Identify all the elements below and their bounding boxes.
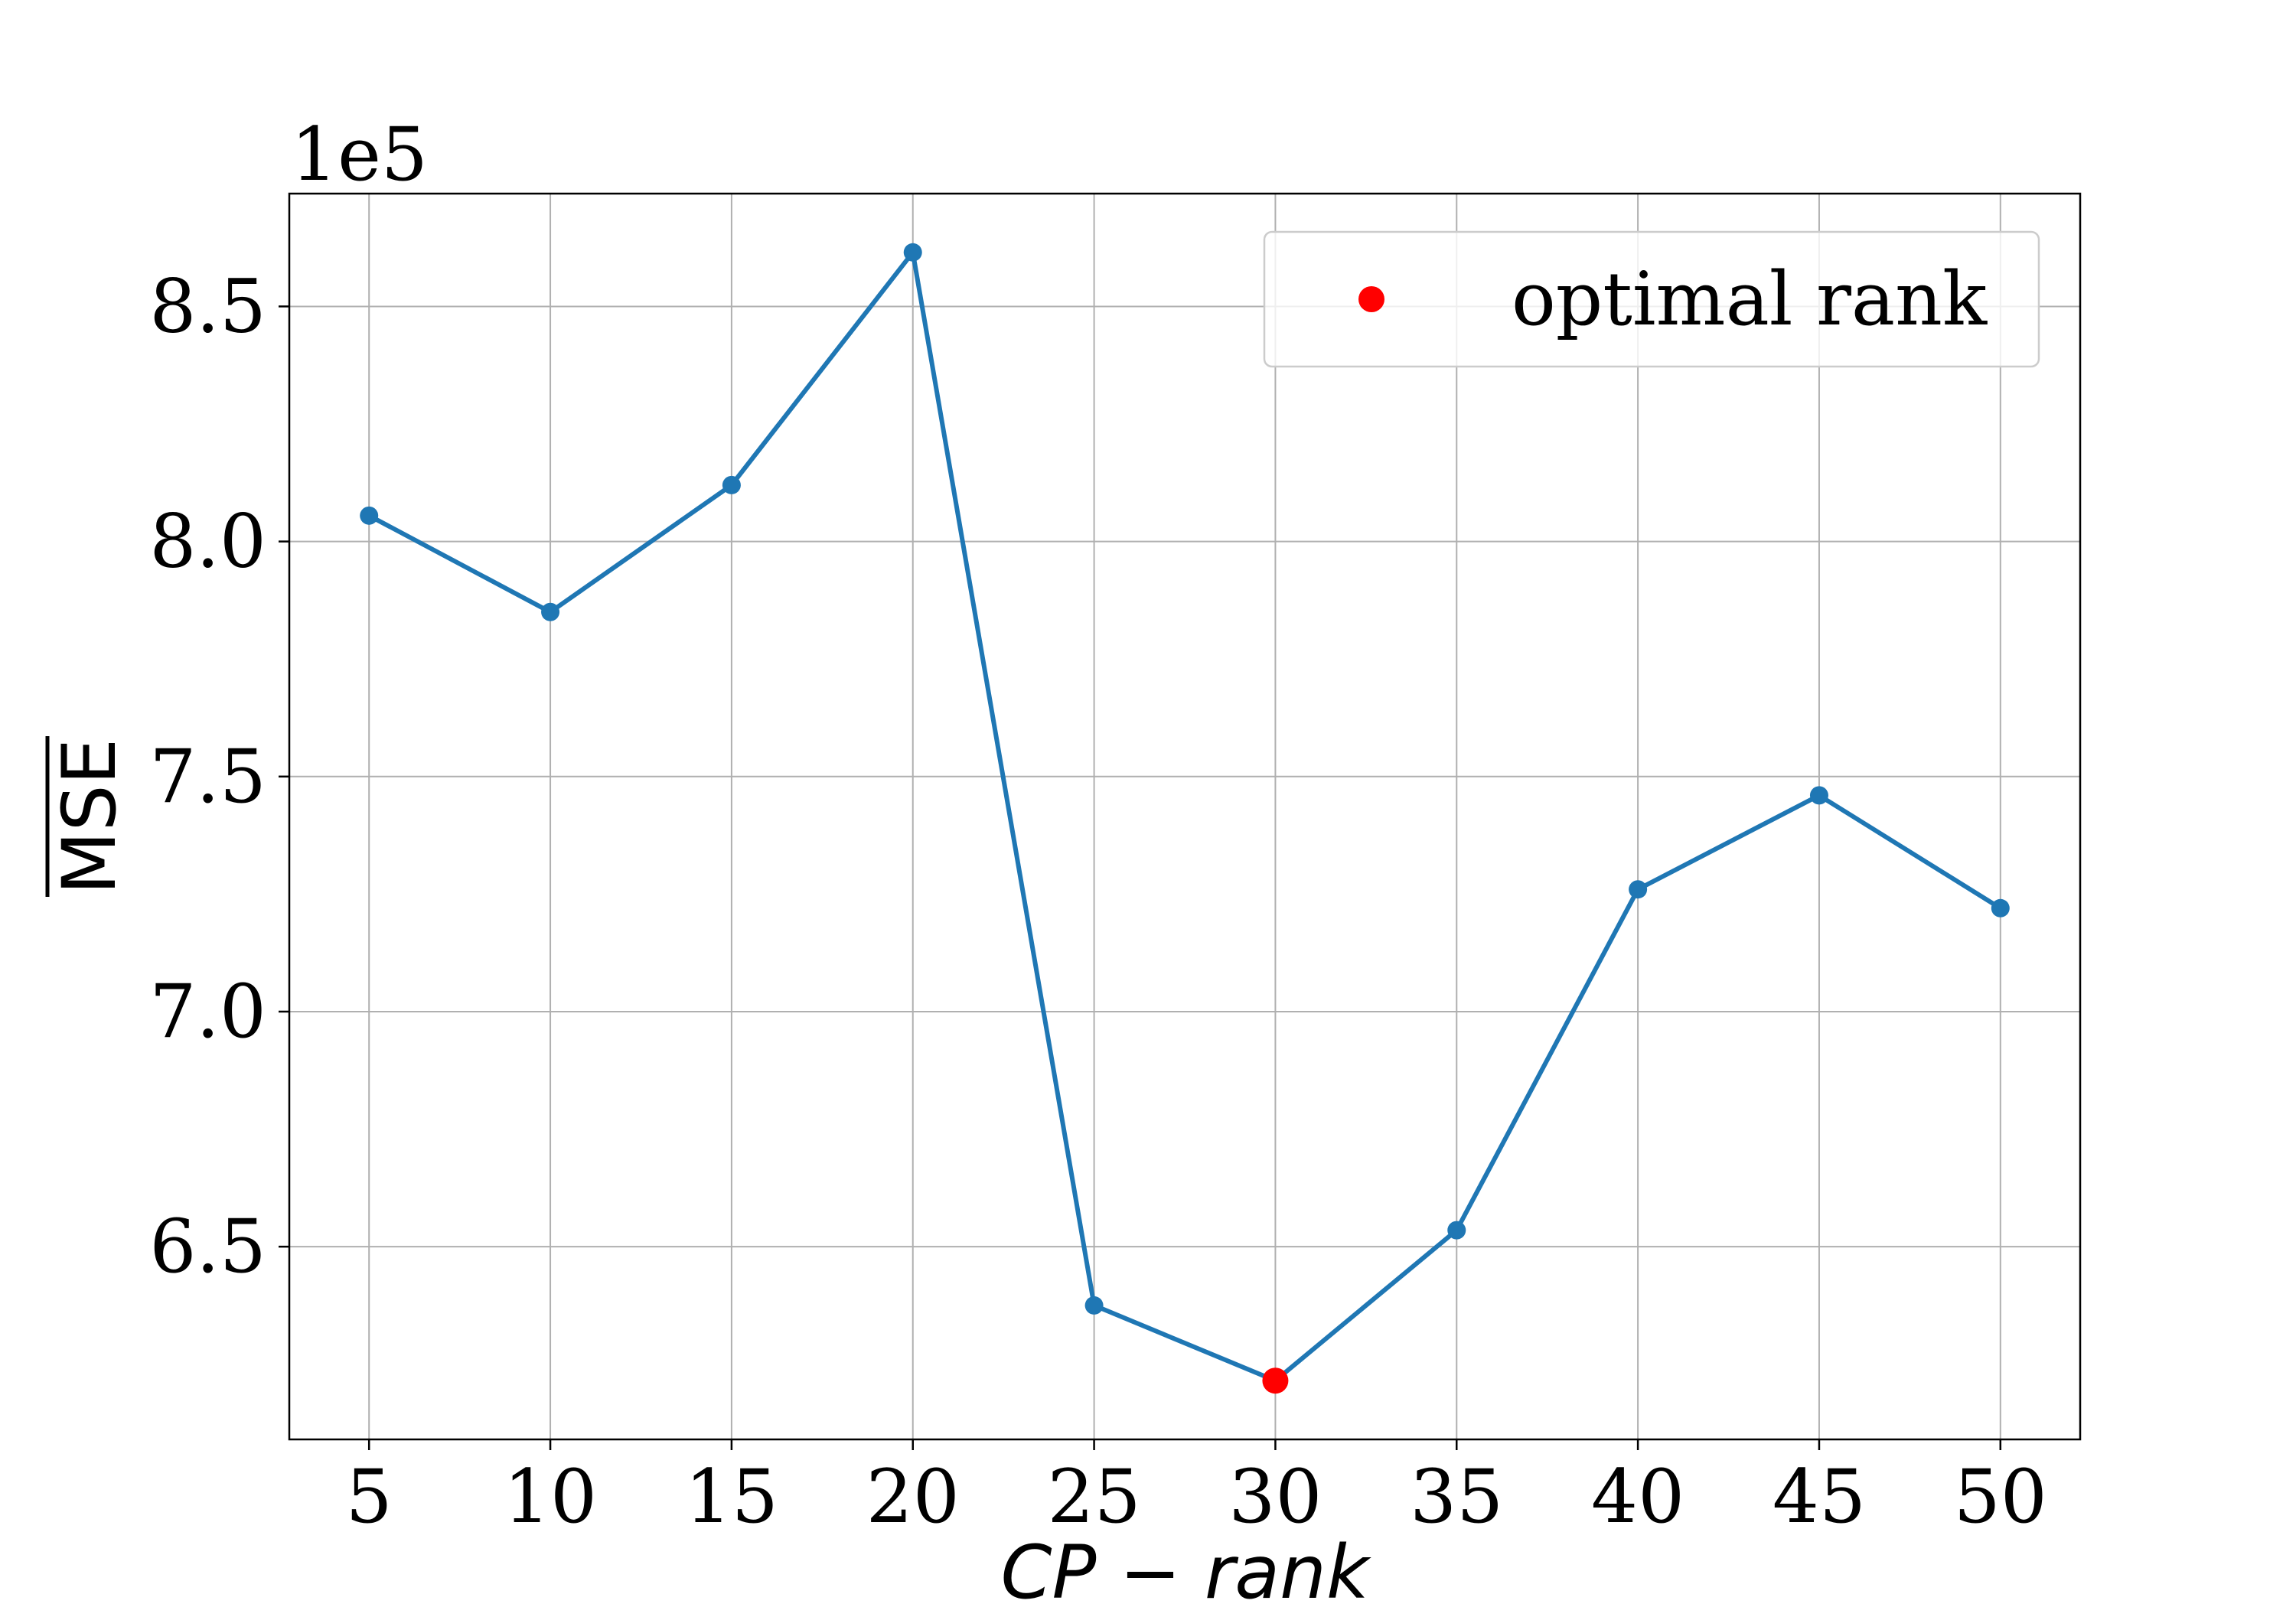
x-axis-label-operator: − bbox=[1096, 1530, 1204, 1607]
x-tick-label-10: 10 bbox=[504, 1454, 597, 1540]
series-layer bbox=[360, 243, 2010, 1390]
y-tick-label-8.0: 8.0 bbox=[149, 499, 266, 585]
legend: optimal rank bbox=[1263, 230, 2040, 368]
y-tick-label-7.0: 7.0 bbox=[149, 969, 266, 1054]
x-tick-label-20: 20 bbox=[866, 1454, 960, 1540]
x-tick-label-40: 40 bbox=[1591, 1454, 1684, 1540]
legend-marker-optimal-rank bbox=[1358, 286, 1384, 312]
legend-box bbox=[1263, 230, 2040, 368]
data-point-x5 bbox=[360, 506, 379, 525]
x-axis-label: CP − rank bbox=[1000, 1530, 1371, 1607]
y-tick-label-6.5: 6.5 bbox=[149, 1204, 266, 1289]
series-0-line bbox=[367, 249, 2003, 1384]
data-point-x45 bbox=[1809, 786, 1828, 805]
y-axis-label: MSE bbox=[45, 736, 132, 897]
x-tick-label-5: 5 bbox=[346, 1454, 393, 1540]
grid bbox=[289, 194, 2080, 1439]
data-point-x35 bbox=[1447, 1221, 1466, 1240]
data-point-x25 bbox=[1084, 1296, 1104, 1315]
data-point-x20 bbox=[903, 243, 922, 262]
x-tick-label-25: 25 bbox=[1048, 1454, 1141, 1540]
data-point-x10 bbox=[541, 602, 560, 621]
optimal-rank-marker bbox=[1262, 1367, 1289, 1394]
y-tick-label-8.5: 8.5 bbox=[149, 263, 266, 349]
data-point-x15 bbox=[722, 475, 741, 494]
plot-frame bbox=[288, 192, 2082, 1441]
legend-label-optimal-rank: optimal rank bbox=[1512, 256, 1988, 342]
data-point-x40 bbox=[1629, 880, 1648, 899]
y-offset-text: 1e5 bbox=[291, 112, 428, 197]
x-tick-label-45: 45 bbox=[1773, 1454, 1866, 1540]
x-tick-label-15: 15 bbox=[685, 1454, 778, 1540]
ticks: 5 10 15 20 25 30 35 40 45 50 6.5 7.0 7.5 8.0 8.5 bbox=[149, 263, 2047, 1540]
highlight-layer bbox=[1262, 1367, 1289, 1394]
x-axis-label-part: CP bbox=[1000, 1530, 1096, 1607]
y-axis-label-text: MSE bbox=[47, 738, 132, 895]
x-axis-label-part: rank bbox=[1205, 1530, 1371, 1607]
data-point-x50 bbox=[1991, 898, 2010, 918]
x-tick-label-50: 50 bbox=[1954, 1454, 2047, 1540]
x-axis-label-text: CP − rank bbox=[1000, 1530, 1371, 1607]
y-tick-label-7.5: 7.5 bbox=[149, 734, 266, 820]
x-tick-label-30: 30 bbox=[1228, 1454, 1322, 1540]
x-tick-label-35: 35 bbox=[1410, 1454, 1503, 1540]
